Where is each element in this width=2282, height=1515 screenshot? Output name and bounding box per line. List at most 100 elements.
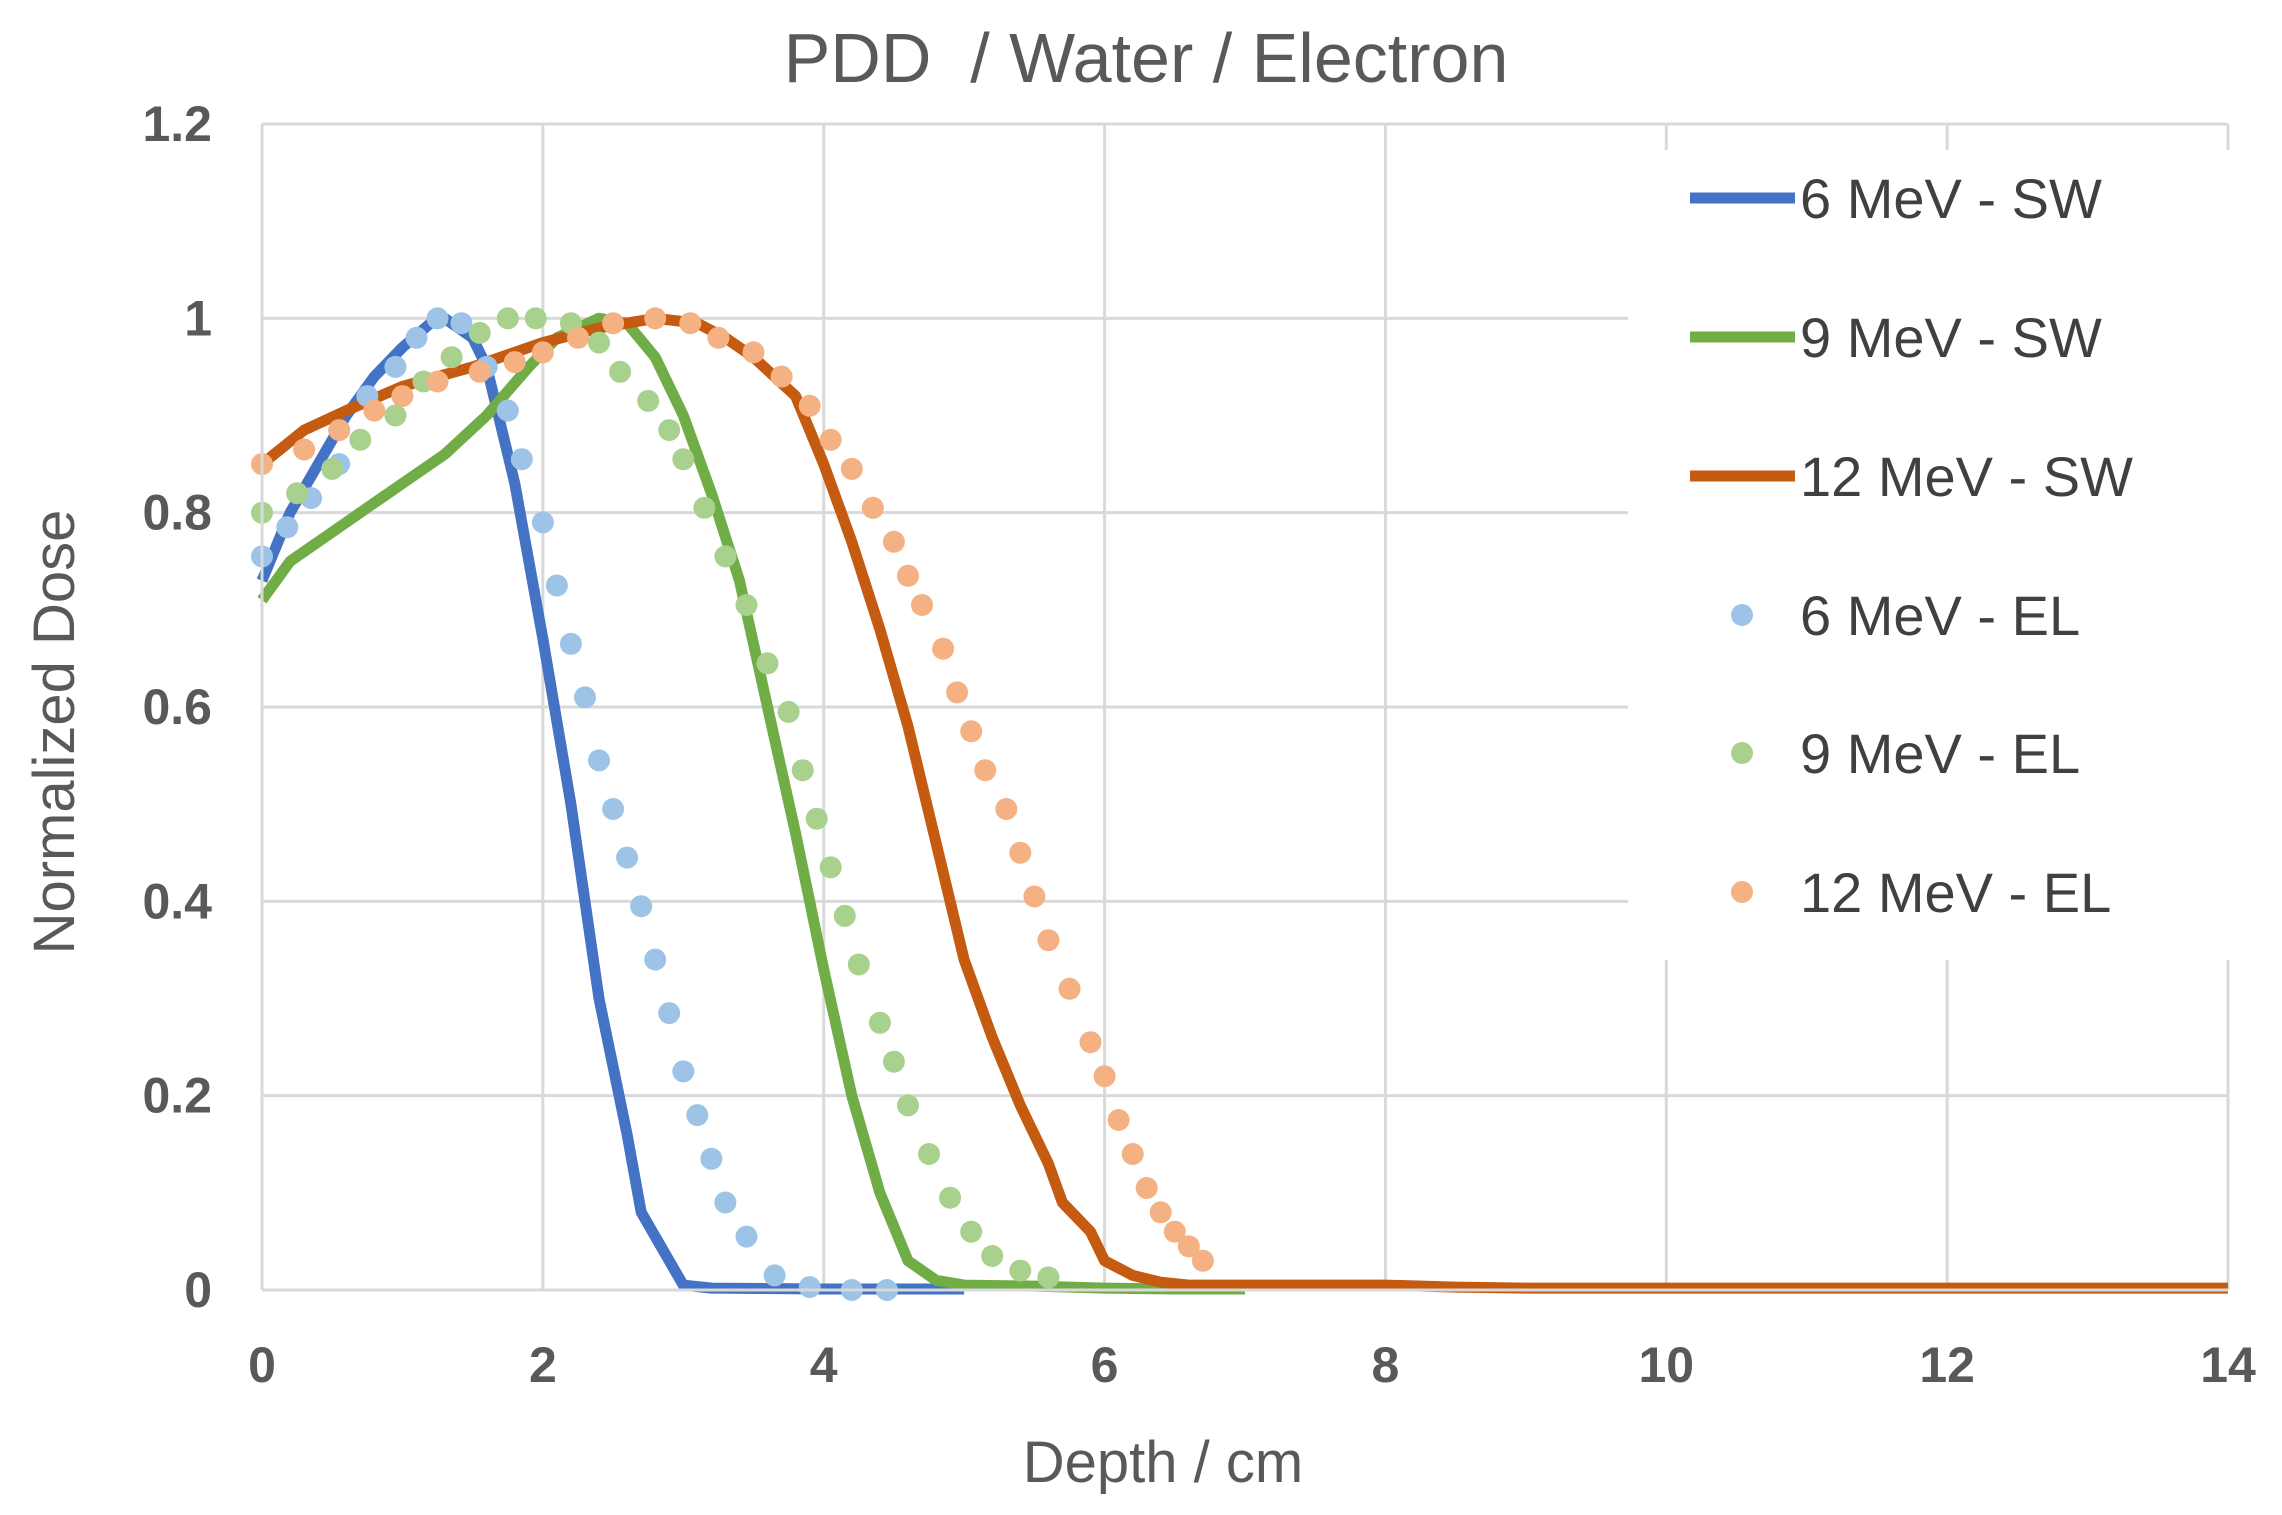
data-point [897,564,919,587]
data-point [960,1220,983,1243]
data-point [531,511,554,534]
y-axis-title: Normalized Dose [22,510,87,955]
legend-label: 6 MeV - EL [1800,584,2080,647]
data-point [714,1191,737,1214]
series-line [257,312,1245,1295]
data-point [545,574,568,597]
x-tick-label: 12 [1919,1337,1975,1393]
y-tick-label: 1 [184,290,212,346]
data-point [405,326,428,349]
data-point [567,326,589,349]
data-point [714,545,737,568]
series-9mev-el [251,307,1060,1289]
legend-dot-swatch [1731,604,1753,626]
x-axis-title: Depth / cm [1023,1430,1303,1495]
series-6mev-el [251,307,898,1301]
data-point [630,895,653,918]
data-point [672,448,695,471]
data-point [391,385,414,408]
data-point [932,637,955,660]
data-point [644,307,667,330]
data-point [1009,1259,1032,1282]
legend-label: 6 MeV - SW [1800,167,2102,230]
data-point [1037,929,1060,952]
data-point [679,312,702,335]
data-point [658,1002,681,1025]
data-point [602,312,625,335]
series-layer [251,307,2228,1301]
data-point [384,404,407,427]
data-point [735,594,758,616]
y-tick-label: 0.6 [142,679,212,735]
data-point [426,307,449,330]
data-point [756,652,779,675]
data-point [735,1225,758,1248]
data-point [833,904,856,927]
data-point [1135,1177,1158,1199]
data-point [805,807,828,830]
data-point [897,1094,919,1117]
legend-label: 9 MeV - SW [1800,306,2102,369]
data-point [1037,1266,1060,1289]
data-point [798,1276,821,1299]
data-point [819,856,842,879]
data-point [468,321,491,344]
data-point [819,428,842,451]
data-point [1177,1235,1200,1258]
data-point [1163,1220,1186,1243]
data-point [440,346,463,369]
data-point [450,312,473,335]
data-point [510,448,533,471]
data-point [384,355,407,378]
y-tick-label: 0 [184,1262,212,1318]
data-point [1079,1031,1102,1054]
data-point [798,394,821,417]
data-point [363,399,386,422]
data-point [524,307,547,330]
data-point [531,341,554,364]
data-point [1009,841,1032,864]
data-point [960,720,983,743]
data-point [777,700,800,723]
data-point [911,594,933,616]
data-point [468,360,491,383]
data-point [700,1147,723,1170]
series-12mev-el [251,307,1214,1272]
x-tick-label: 14 [2200,1337,2256,1393]
data-point [770,365,793,388]
data-point [1191,1249,1214,1272]
data-point [1058,977,1081,1000]
data-point [861,496,884,519]
data-point [672,1060,695,1083]
x-tick-label: 4 [810,1337,838,1393]
data-point [602,798,625,820]
data-point [939,1186,962,1209]
data-point [644,948,667,971]
data-point [616,846,639,869]
data-point [496,399,519,422]
data-point [637,389,660,412]
data-point [974,759,997,782]
y-tick-label: 0.4 [142,873,212,929]
data-point [321,457,344,480]
legend-label: 12 MeV - SW [1800,445,2133,508]
data-point [946,681,969,704]
data-point [574,686,596,709]
data-point [1121,1143,1144,1165]
legend-label: 12 MeV - EL [1800,861,2111,924]
x-tick-label: 8 [1372,1337,1400,1393]
data-point [981,1245,1004,1267]
data-point [742,341,765,364]
data-point [995,798,1018,820]
series-9mev-sw [257,312,1245,1295]
data-point [559,632,582,655]
data-point [503,351,526,374]
data-point [686,1104,709,1127]
data-point [763,1264,786,1287]
data-point [791,759,814,782]
data-point [588,749,610,772]
data-point [496,307,519,330]
data-point [847,953,870,976]
